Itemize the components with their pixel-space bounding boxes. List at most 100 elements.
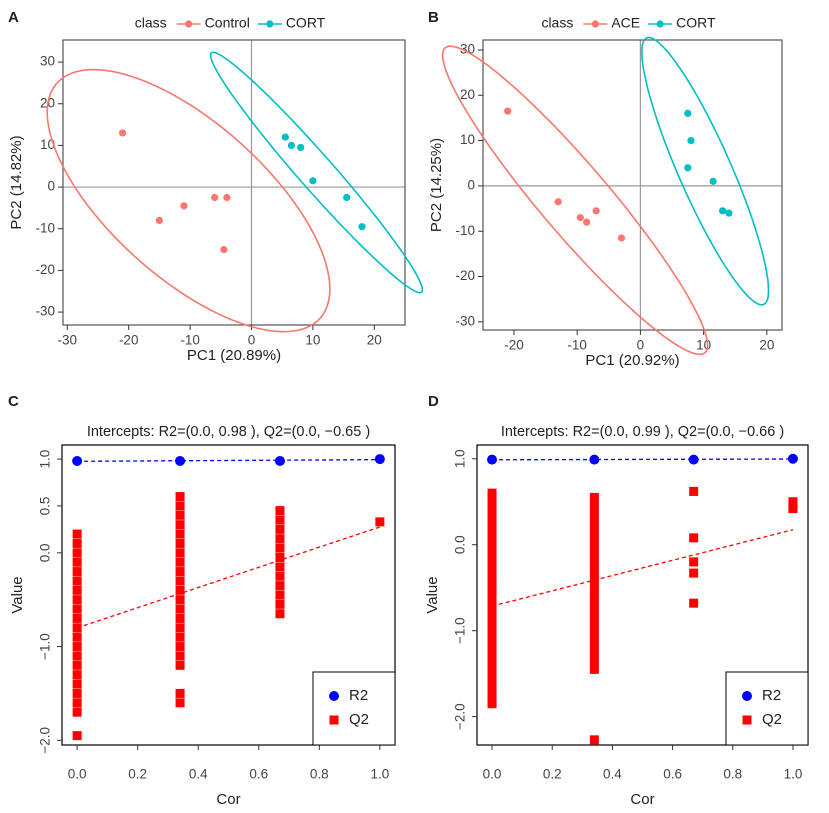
legend-label: CORT <box>676 15 716 31</box>
point <box>487 677 497 687</box>
point <box>487 531 497 541</box>
point <box>72 688 82 698</box>
point <box>72 604 82 614</box>
panel: D 0.0 0.2 0.4 0.6 0.8 1.0 −2.0 −1.0 0.0 1.0 Cor Valu… <box>424 393 809 808</box>
point <box>275 599 285 609</box>
legend-label: Q2 <box>762 711 782 728</box>
point <box>72 651 82 661</box>
y-tick-label: 0 <box>467 177 475 192</box>
legend-key <box>266 20 274 28</box>
plot-box <box>482 39 783 331</box>
point <box>72 538 82 548</box>
legend-key <box>742 715 752 725</box>
point <box>689 568 699 578</box>
point <box>72 632 82 642</box>
point <box>275 515 285 525</box>
point <box>487 540 497 550</box>
legend-label: Control <box>205 15 250 31</box>
chart-title: Intercepts: R2=(0.0, 0.99 ), Q2=(0.0, −0… <box>501 424 784 440</box>
point <box>687 136 695 145</box>
legend-title: class <box>135 15 167 31</box>
point <box>589 656 599 666</box>
point <box>275 506 285 516</box>
point <box>689 598 699 608</box>
panel-letter: B <box>428 9 439 26</box>
y-axis-label: Value <box>9 576 26 613</box>
point <box>72 731 82 741</box>
point <box>589 501 599 511</box>
y-tick-label: -20 <box>455 268 475 283</box>
fit-line <box>77 458 380 462</box>
point <box>72 548 82 558</box>
point <box>287 141 296 150</box>
point <box>175 567 185 577</box>
point <box>487 505 497 515</box>
point <box>589 535 599 545</box>
x-tick-label: 0 <box>637 338 645 353</box>
point <box>487 626 497 636</box>
y-axis-label: PC2 (14.82%) <box>8 135 25 229</box>
x-axis-label: Cor <box>630 791 654 808</box>
point <box>72 642 82 652</box>
point <box>175 576 185 586</box>
point <box>487 669 497 679</box>
point <box>583 218 591 226</box>
point <box>72 455 83 466</box>
point <box>275 609 285 619</box>
point <box>589 578 599 588</box>
ellipse <box>641 36 770 306</box>
point <box>175 585 185 595</box>
point <box>175 557 185 567</box>
point <box>175 642 185 652</box>
y-tick-label: 0.0 <box>38 543 53 562</box>
point <box>487 617 497 627</box>
point <box>72 623 82 633</box>
point <box>175 632 185 642</box>
panel-letter: D <box>428 393 439 410</box>
ellipse <box>441 45 709 356</box>
point <box>589 527 599 537</box>
point <box>487 643 497 653</box>
x-tick-label: 0.6 <box>663 767 682 782</box>
point <box>155 216 163 225</box>
y-tick-label: 0.5 <box>38 497 53 516</box>
point <box>589 613 599 623</box>
legend-label: R2 <box>762 687 781 704</box>
panel: C 0.0 0.2 0.4 0.6 0.8 1.0 −2.0 −1.0 0.0 0.5 1.0 Cor V… <box>8 393 396 808</box>
point <box>487 548 497 558</box>
point <box>309 177 317 185</box>
x-tick-label: 0.2 <box>543 767 562 782</box>
point <box>589 604 599 614</box>
y-tick-label: 10 <box>460 132 475 147</box>
point <box>72 567 82 577</box>
fit-line <box>492 458 793 461</box>
point <box>297 143 305 152</box>
point <box>72 698 82 708</box>
y-tick-label: 1.0 <box>453 449 468 468</box>
point <box>275 581 285 591</box>
y-tick-label: −1.0 <box>453 617 468 644</box>
point <box>72 529 82 539</box>
point <box>709 177 717 185</box>
point <box>684 164 692 172</box>
point <box>589 639 599 649</box>
point <box>72 595 82 605</box>
point <box>175 660 185 670</box>
x-tick-label: 0.8 <box>310 767 329 782</box>
point <box>487 591 497 601</box>
panel: B -20 -10 0 10 20 -30 -20 -10 0 10 20 30 PC1 (20.92%)… <box>428 9 783 369</box>
ellipse <box>209 51 424 294</box>
point <box>72 660 82 670</box>
point <box>487 523 497 533</box>
legend-label: ACE <box>611 15 640 31</box>
point <box>589 553 599 563</box>
x-axis-label: PC1 (20.92%) <box>585 352 679 369</box>
point <box>375 517 385 527</box>
y-tick-label: -30 <box>35 304 55 319</box>
y-tick-label: 30 <box>460 42 475 57</box>
x-axis-label: Cor <box>216 791 240 808</box>
point <box>275 571 285 581</box>
x-tick-label: 0.6 <box>249 767 268 782</box>
